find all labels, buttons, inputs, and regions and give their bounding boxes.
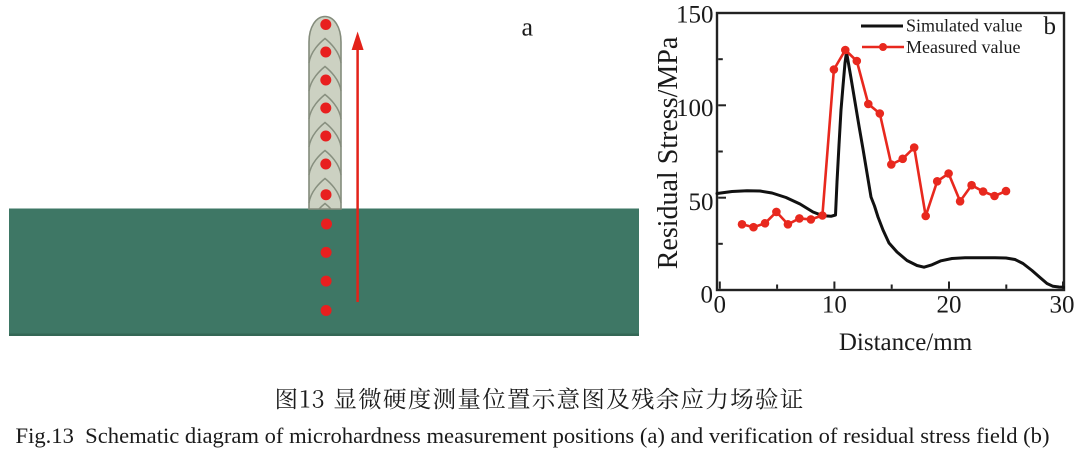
- svg-text:Residual Stress/MPa: Residual Stress/MPa: [653, 36, 684, 269]
- svg-text:50: 50: [689, 189, 714, 216]
- svg-text:30: 30: [1050, 292, 1074, 319]
- svg-text:Measured value: Measured value: [906, 37, 1020, 57]
- svg-text:0: 0: [714, 292, 727, 319]
- svg-text:100: 100: [676, 95, 714, 122]
- svg-text:150: 150: [676, 2, 714, 29]
- svg-text:Distance/mm: Distance/mm: [839, 329, 973, 356]
- svg-text:10: 10: [822, 292, 847, 319]
- svg-text:b: b: [1044, 13, 1057, 40]
- svg-text:Simulated value: Simulated value: [906, 16, 1022, 36]
- svg-text:0: 0: [701, 281, 714, 308]
- svg-text:a: a: [522, 13, 534, 42]
- svg-text:20: 20: [937, 292, 962, 319]
- svg-text:Fig.13 Schematic diagram of m: Fig.13 Schematic diagram of microhardnes…: [16, 423, 1050, 448]
